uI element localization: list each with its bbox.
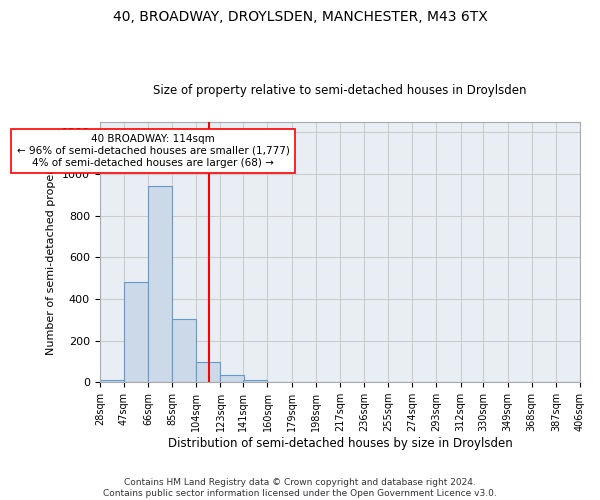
- Text: 40, BROADWAY, DROYLSDEN, MANCHESTER, M43 6TX: 40, BROADWAY, DROYLSDEN, MANCHESTER, M43…: [113, 10, 487, 24]
- Bar: [172, 318, 196, 382]
- Bar: [220, 375, 244, 382]
- Text: 40 BROADWAY: 114sqm
← 96% of semi-detached houses are smaller (1,777)
4% of semi: 40 BROADWAY: 114sqm ← 96% of semi-detach…: [17, 134, 290, 168]
- X-axis label: Distribution of semi-detached houses by size in Droylsden: Distribution of semi-detached houses by …: [167, 437, 512, 450]
- Bar: [124, 282, 148, 382]
- Bar: [244, 380, 268, 382]
- Y-axis label: Number of semi-detached properties: Number of semi-detached properties: [46, 149, 56, 355]
- Bar: [148, 186, 172, 382]
- Bar: [196, 362, 220, 382]
- Text: Contains HM Land Registry data © Crown copyright and database right 2024.
Contai: Contains HM Land Registry data © Crown c…: [103, 478, 497, 498]
- Bar: [100, 380, 124, 382]
- Title: Size of property relative to semi-detached houses in Droylsden: Size of property relative to semi-detach…: [153, 84, 527, 97]
